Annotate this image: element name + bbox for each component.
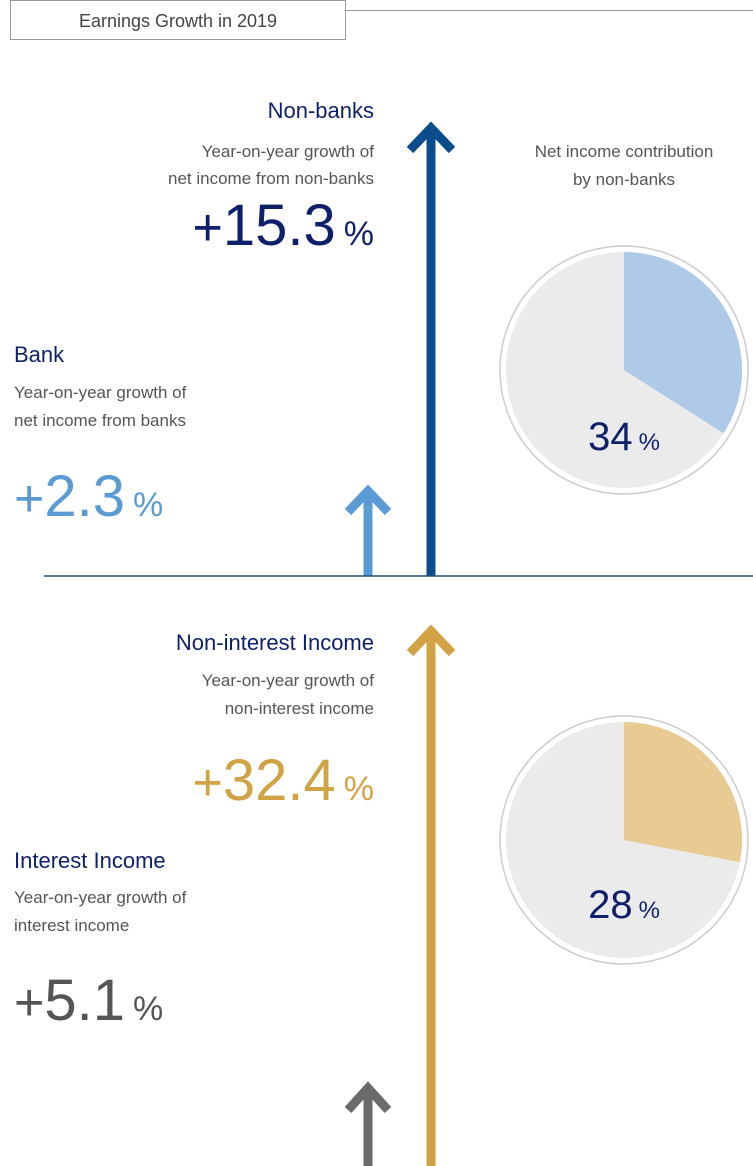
pie-figure: 28%	[588, 883, 660, 927]
section-description: Year-on-year growth of	[14, 888, 187, 907]
section-description: interest income	[14, 916, 129, 935]
pie-caption: by non-banks	[573, 170, 675, 189]
pie-figure: 34%	[588, 415, 660, 459]
growth-sign: +	[193, 754, 223, 812]
section-description: net income from banks	[14, 411, 186, 430]
arrow-bank	[344, 484, 392, 576]
section-heading: Bank	[14, 342, 65, 367]
section-description: Year-on-year growth of	[14, 383, 187, 402]
section-heading: Non-banks	[268, 98, 374, 123]
growth-sign: +	[193, 199, 223, 257]
growth-unit: %	[344, 215, 374, 253]
growth-value: 32.4	[223, 748, 336, 813]
pie-unit: %	[639, 897, 660, 924]
growth-unit: %	[133, 990, 163, 1028]
pie-slice	[624, 722, 742, 863]
growth-sign: +	[14, 974, 44, 1032]
section-heading: Interest Income	[14, 848, 166, 873]
pie-caption: Net income contribution	[535, 142, 714, 161]
pie-unit: %	[639, 429, 660, 456]
arrow-non-banks	[406, 121, 456, 576]
arrow-interest	[344, 1081, 392, 1166]
arrow-non-interest	[406, 624, 456, 1166]
growth-sign: +	[14, 470, 44, 528]
section-description: net income from non-banks	[168, 169, 374, 188]
growth-value: 5.1	[44, 968, 125, 1033]
pie-slice	[624, 252, 742, 434]
pie-value: 34	[588, 415, 633, 459]
section-description: non-interest income	[225, 699, 374, 718]
growth-figure: +15.3%	[193, 193, 375, 258]
section-heading: Non-interest Income	[176, 630, 374, 655]
title: Earnings Growth in 2019	[79, 11, 277, 31]
growth-unit: %	[133, 486, 163, 524]
growth-figure: +32.4%	[193, 748, 375, 813]
growth-value: 15.3	[223, 193, 336, 258]
pie-value: 28	[588, 883, 633, 927]
section-description: Year-on-year growth of	[202, 142, 375, 161]
growth-value: 2.3	[44, 464, 125, 529]
section-description: Year-on-year growth of	[202, 671, 375, 690]
growth-figure: +2.3%	[14, 464, 163, 529]
growth-figure: +5.1%	[14, 968, 163, 1033]
growth-unit: %	[344, 770, 374, 808]
title-box	[10, 0, 346, 40]
